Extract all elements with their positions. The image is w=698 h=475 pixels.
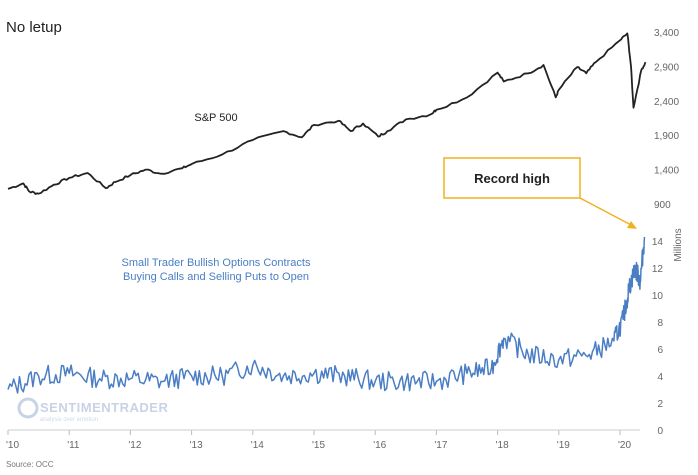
watermark-tagline: analysis over emotion [40, 417, 98, 423]
sp500-y-axis: 900 1,400 1,900 2,400 2,900 3,400 [654, 28, 679, 211]
x-tick-label: '17 [434, 440, 447, 451]
record-high-callout: Record high [443, 157, 637, 229]
callout-text: Record high [474, 171, 550, 186]
sp500-y-tick-label: 1,900 [654, 131, 679, 142]
sp500-y-tick-label: 2,900 [654, 62, 679, 73]
options-y-tick-label: 0 [657, 426, 663, 437]
watermark-brand: SENTIMENTRADER [40, 400, 168, 415]
x-tick-label: '11 [67, 440, 80, 451]
x-tick-label: '16 [373, 440, 386, 451]
options-y-axis-label: Millions [673, 228, 684, 261]
sp500-y-tick-label: 3,400 [654, 28, 679, 39]
options-y-tick-label: 4 [657, 372, 663, 383]
options-y-tick-label: 2 [657, 399, 663, 410]
options-y-tick-label: 14 [652, 237, 664, 248]
sp500-series-label: S&P 500 [194, 112, 237, 124]
x-tick-label: '20 [618, 440, 631, 451]
options-y-axis: 0 2 4 6 8 10 12 14 [652, 237, 664, 437]
sp500-y-tick-label: 2,400 [654, 97, 679, 108]
callout-arrow-line [579, 197, 634, 227]
sp500-y-tick-label: 1,400 [654, 166, 679, 177]
options-y-tick-label: 10 [652, 291, 664, 302]
sentimentrader-watermark: SENTIMENTRADER analysis over emotion [17, 397, 168, 423]
x-tick-label: '18 [496, 440, 509, 451]
x-tick-label: '12 [128, 440, 141, 451]
x-tick-label: '19 [557, 440, 570, 451]
sp500-series-line [7, 32, 647, 195]
x-tick-label: '14 [251, 440, 264, 451]
watermark-logo-icon [17, 397, 39, 419]
source-note: Source: OCC [6, 460, 54, 469]
x-tick-label: '13 [190, 440, 203, 451]
options-y-tick-label: 6 [657, 345, 663, 356]
options-y-tick-label: 8 [657, 318, 663, 329]
sp500-y-tick-label: 900 [654, 200, 671, 211]
x-tick-label: '15 [312, 440, 325, 451]
x-tick-label: '10 [6, 440, 19, 451]
options-series-label-line2: Buying Calls and Selling Puts to Open [123, 271, 309, 283]
chart-title: No letup [6, 19, 62, 36]
options-y-tick-label: 12 [652, 264, 664, 275]
callout-box [443, 157, 581, 199]
time-x-axis: '10 '11 '12 '13 '14 '15 '16 '17 '18 '19 '20 [6, 430, 631, 451]
callout-arrow-icon [627, 221, 637, 229]
options-series-line [7, 236, 646, 394]
options-series-label-line1: Small Trader Bullish Options Contracts [122, 257, 311, 269]
